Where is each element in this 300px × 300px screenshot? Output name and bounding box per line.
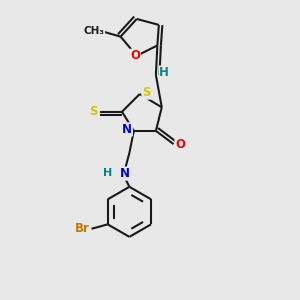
Text: S: S xyxy=(142,86,150,99)
Text: H: H xyxy=(103,168,112,178)
Text: N: N xyxy=(122,123,132,136)
Text: CH₃: CH₃ xyxy=(84,26,105,36)
Text: N: N xyxy=(120,167,130,180)
Text: H: H xyxy=(159,66,169,79)
Text: Br: Br xyxy=(75,222,90,235)
Text: O: O xyxy=(175,138,185,151)
Text: O: O xyxy=(130,49,140,62)
Text: S: S xyxy=(89,105,98,118)
